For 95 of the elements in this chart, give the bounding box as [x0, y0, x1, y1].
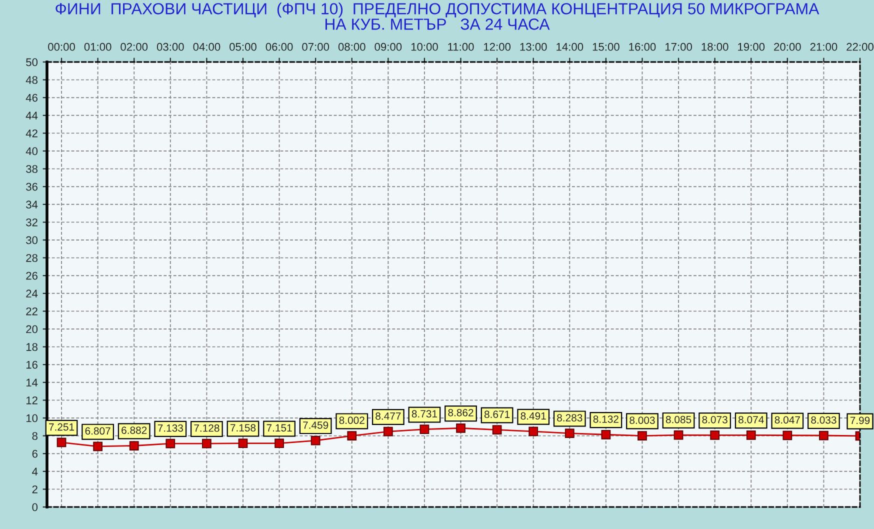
- y-tick-label: 18: [26, 343, 38, 351]
- point: [710, 430, 720, 440]
- data-label: 8.671: [484, 410, 510, 418]
- data-label: 6.807: [85, 427, 110, 435]
- y-tick-label: 24: [26, 290, 38, 298]
- data-label: 8.085: [666, 416, 692, 424]
- data-label: 7.151: [266, 424, 292, 432]
- x-tick-label: 11:00: [448, 42, 474, 51]
- x-tick-label: 18:00: [702, 42, 728, 51]
- y-tick-label: 8: [32, 432, 38, 440]
- point: [746, 430, 756, 440]
- point: [129, 441, 139, 450]
- y-tick-label: 40: [26, 147, 38, 156]
- point: [166, 438, 176, 448]
- data-label: 7.128: [194, 424, 220, 432]
- x-tick-label: 08:00: [338, 42, 366, 51]
- data-label: 7.133: [158, 424, 183, 432]
- y-tick-label: 0: [32, 503, 38, 512]
- x-tick-label: 03:00: [156, 42, 184, 51]
- point: [274, 438, 284, 448]
- point: [202, 438, 212, 448]
- data-label: 8.283: [557, 414, 582, 422]
- y-tick-label: 6: [32, 450, 38, 458]
- y-tick-label: 10: [26, 414, 38, 422]
- point: [819, 430, 828, 440]
- data-label: 7.251: [49, 423, 74, 431]
- point: [638, 431, 647, 440]
- x-tick-label: 21:00: [810, 42, 838, 51]
- data-label: 8.002: [339, 416, 364, 424]
- point: [564, 428, 574, 438]
- point: [420, 424, 430, 434]
- data-label: 8.731: [412, 410, 437, 418]
- y-tick-label: 20: [26, 325, 38, 334]
- data-label: 7.459: [303, 421, 328, 429]
- y-tick-label: 12: [26, 396, 38, 404]
- y-tick-label: 16: [26, 360, 38, 369]
- x-tick-label: 13:00: [520, 42, 547, 51]
- x-tick-label: 22:00: [846, 42, 874, 51]
- y-tick-label: 36: [26, 182, 38, 191]
- data-label: 8.033: [811, 416, 836, 424]
- y-tick-label: 34: [26, 200, 38, 209]
- point: [674, 430, 684, 440]
- data-label: 8.132: [593, 415, 618, 423]
- data-label: 7.99: [850, 416, 870, 424]
- data-label: 8.862: [448, 408, 474, 416]
- x-tick-label: 05:00: [230, 42, 256, 51]
- data-label: 7.158: [230, 424, 256, 432]
- x-tick-label: 01:00: [84, 42, 112, 51]
- y-tick-label: 26: [26, 272, 38, 280]
- x-tick-label: 02:00: [120, 42, 148, 51]
- y-tick-label: 30: [26, 236, 38, 244]
- x-tick-label: 12:00: [484, 42, 511, 51]
- y-tick-label: 2: [32, 485, 38, 494]
- x-tick-label: 15:00: [592, 42, 620, 51]
- point: [383, 426, 393, 436]
- x-tick-label: 07:00: [302, 42, 330, 51]
- x-tick-label: 20:00: [774, 42, 801, 51]
- y-tick-label: 48: [26, 76, 38, 84]
- y-tick-label: 50: [26, 58, 38, 66]
- point: [492, 425, 502, 435]
- data-label: 8.491: [520, 412, 546, 420]
- data-label: 8.073: [702, 416, 728, 424]
- data-label: 8.003: [630, 416, 655, 424]
- y-tick-label: 14: [26, 378, 38, 386]
- point: [310, 436, 320, 446]
- x-tick-label: 16:00: [629, 42, 656, 51]
- data-label: 8.047: [774, 416, 800, 424]
- y-tick-label: 4: [32, 468, 38, 476]
- chart-title: ФИНИ ПРАХОВИ ЧАСТИЦИ (ФПЧ 10) ПРЕДЕЛНО ДОПУСТИМА КОНЦЕНТРАЦИЯ 50 МИКРОГРАМА НА КУБ. МЕТЪР ЗА 24 ЧАСА: [56, 2, 820, 30]
- x-tick-label: 04:00: [193, 42, 220, 51]
- x-tick-label: 06:00: [266, 42, 293, 51]
- y-tick-label: 32: [26, 218, 38, 226]
- data-label: 8.074: [738, 416, 764, 424]
- point: [601, 430, 611, 440]
- point: [456, 423, 466, 433]
- x-tick-label: 14:00: [556, 42, 584, 51]
- point: [347, 431, 357, 440]
- y-tick-label: 38: [26, 165, 38, 173]
- point: [56, 438, 66, 448]
- y-tick-label: 42: [26, 129, 38, 138]
- data-label: 6.882: [122, 426, 147, 434]
- point: [782, 430, 792, 440]
- point: [238, 438, 248, 448]
- y-tick-label: 22: [26, 307, 38, 316]
- y-tick-label: 46: [26, 94, 38, 102]
- x-tick-label: 09:00: [374, 42, 402, 51]
- x-tick-label: 00:00: [48, 42, 75, 51]
- point: [528, 426, 538, 436]
- x-tick-label: 10:00: [411, 42, 438, 51]
- data-label: 8.477: [376, 412, 401, 420]
- x-tick-label: 17:00: [665, 42, 692, 51]
- y-tick-label: 44: [26, 112, 38, 120]
- point: [93, 442, 102, 452]
- x-tick-label: 19:00: [738, 42, 765, 51]
- y-tick-label: 28: [26, 254, 38, 262]
